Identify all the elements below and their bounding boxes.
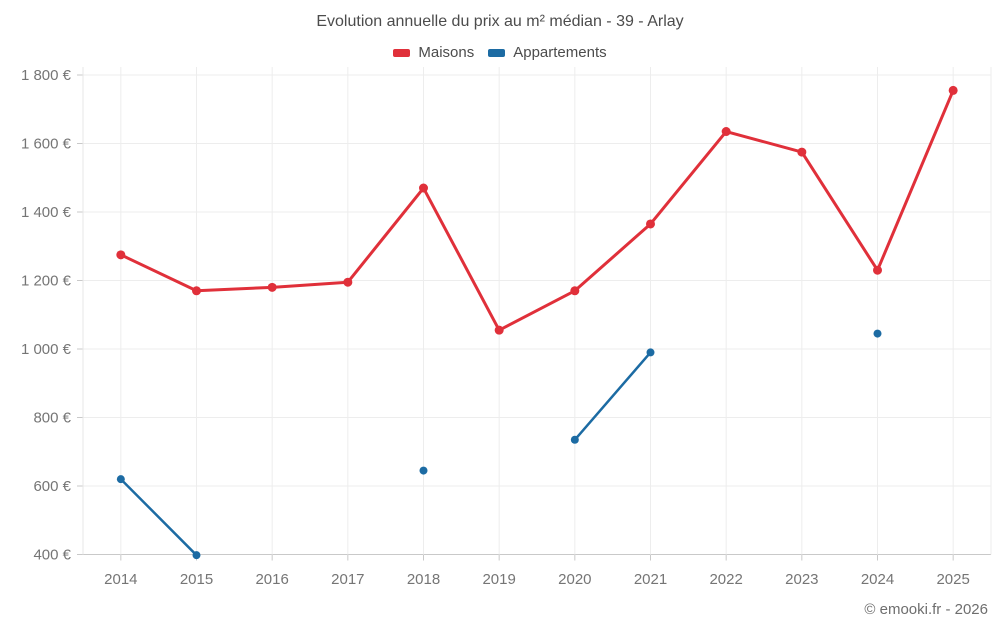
point-maisons-2022[interactable] bbox=[721, 127, 731, 137]
x-tick-label: 2016 bbox=[255, 571, 288, 588]
point-maisons-2017[interactable] bbox=[343, 277, 353, 287]
y-tick-label: 1 800 € bbox=[21, 67, 72, 84]
point-maisons-2023[interactable] bbox=[797, 147, 807, 157]
series-line-appartements bbox=[119, 477, 198, 557]
legend-item-appartements[interactable]: Appartements bbox=[488, 44, 607, 61]
series-line-appartements bbox=[573, 351, 652, 442]
x-tick-label: 2021 bbox=[634, 571, 667, 588]
point-maisons-2024[interactable] bbox=[873, 265, 882, 275]
x-tick-label: 2014 bbox=[104, 571, 137, 588]
point-appartements-2020[interactable] bbox=[570, 435, 579, 444]
point-maisons-2019[interactable] bbox=[494, 325, 504, 335]
point-maisons-2016[interactable] bbox=[267, 282, 277, 292]
y-tick-label: 1 600 € bbox=[21, 136, 72, 153]
legend-item-maisons[interactable]: Maisons bbox=[393, 44, 474, 61]
x-tick-label: 2025 bbox=[936, 571, 969, 588]
point-appartements-2021[interactable] bbox=[646, 348, 655, 357]
y-tick-label: 600 € bbox=[33, 478, 71, 495]
y-tick-label: 800 € bbox=[33, 410, 71, 427]
y-tick-label: 1 400 € bbox=[21, 204, 72, 221]
appartements-swatch-icon bbox=[488, 48, 506, 57]
legend-label-maisons: Maisons bbox=[418, 44, 475, 61]
x-tick-label: 2022 bbox=[709, 571, 742, 588]
point-maisons-2021[interactable] bbox=[646, 219, 655, 229]
x-tick-label: 2018 bbox=[407, 571, 440, 588]
legend-label-appartements: Appartements bbox=[513, 44, 607, 61]
y-tick-label: 400 € bbox=[33, 547, 71, 564]
x-tick-label: 2020 bbox=[558, 571, 591, 588]
series-line-maisons bbox=[119, 88, 955, 332]
chart-title: Evolution annuelle du prix au m² médian … bbox=[316, 13, 684, 30]
maisons-swatch-icon bbox=[393, 48, 411, 57]
copyright-credit: © emooki.fr - 2026 bbox=[864, 601, 988, 618]
point-maisons-2014[interactable] bbox=[116, 250, 126, 260]
point-maisons-2025[interactable] bbox=[948, 85, 958, 95]
point-maisons-2015[interactable] bbox=[192, 286, 201, 296]
x-tick-label: 2015 bbox=[180, 571, 213, 588]
x-tick-label: 2023 bbox=[785, 571, 818, 588]
point-appartements-2014[interactable] bbox=[116, 475, 125, 484]
x-tick-label: 2019 bbox=[482, 571, 515, 588]
point-maisons-2018[interactable] bbox=[419, 183, 428, 193]
point-appartements-2018[interactable] bbox=[419, 466, 428, 475]
legend: Maisons Appartements bbox=[0, 44, 1000, 61]
x-tick-label: 2024 bbox=[861, 571, 894, 588]
y-tick-label: 1 000 € bbox=[21, 341, 72, 358]
x-tick-label: 2017 bbox=[331, 571, 364, 588]
y-tick-label: 1 200 € bbox=[21, 273, 72, 290]
point-appartements-2015[interactable] bbox=[192, 551, 201, 560]
point-appartements-2024[interactable] bbox=[873, 329, 882, 338]
point-maisons-2020[interactable] bbox=[570, 286, 580, 296]
